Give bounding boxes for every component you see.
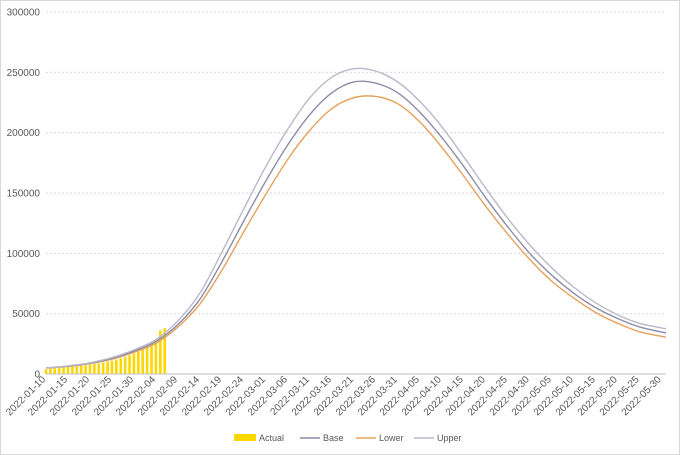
actual-bar: [44, 369, 48, 374]
series-lines: [45, 67, 667, 369]
actual-bar: [93, 363, 96, 374]
actual-bar: [137, 351, 140, 374]
actual-bar: [141, 349, 145, 374]
legend: Actual Base Lower Upper: [234, 433, 462, 443]
actual-bar: [119, 358, 123, 374]
y-tick-label: 50000: [12, 309, 40, 320]
actual-bar: [57, 367, 61, 374]
actual-bar: [79, 365, 83, 374]
actual-bar: [163, 328, 167, 374]
actual-bar: [62, 367, 65, 374]
actual-bar: [159, 330, 162, 374]
legend-label-base: Base: [323, 433, 344, 443]
actual-bar: [110, 360, 114, 374]
series-line-lower: [45, 95, 667, 369]
actual-bars: [44, 328, 167, 374]
actual-bar: [84, 365, 87, 374]
legend-label-lower: Lower: [379, 433, 404, 443]
actual-bar: [115, 359, 118, 374]
y-tick-label: 0: [34, 370, 40, 381]
actual-bar: [106, 361, 109, 374]
legend-swatch-actual: [234, 434, 256, 441]
actual-bar: [123, 356, 127, 374]
actual-bar: [145, 347, 149, 374]
actual-bar: [132, 353, 136, 374]
actual-bar: [88, 364, 92, 374]
series-line-upper: [45, 67, 667, 369]
y-tick-label: 200000: [7, 128, 41, 139]
actual-bar: [150, 343, 153, 374]
y-tick-label: 150000: [7, 189, 41, 200]
actual-bar: [97, 363, 101, 374]
actual-bar: [154, 339, 158, 374]
gridlines: [46, 11, 666, 315]
actual-bar: [66, 366, 70, 374]
y-tick-label: 250000: [7, 68, 41, 79]
actual-bar: [101, 362, 105, 374]
actual-bar: [53, 367, 57, 374]
actual-bar: [128, 355, 131, 374]
y-axis-ticks: 0 50000 100000 150000 200000 250000 300000: [7, 8, 41, 381]
actual-bar: [71, 366, 74, 374]
x-axis: 2022-01-102022-01-152022-01-202022-01-25…: [4, 373, 666, 418]
series-line-base: [45, 80, 667, 369]
legend-label-actual: Actual: [259, 433, 284, 443]
actual-bar: [75, 366, 79, 374]
y-tick-label: 100000: [7, 249, 41, 260]
actual-bar: [49, 368, 52, 374]
legend-label-upper: Upper: [437, 433, 462, 443]
y-tick-label: 300000: [7, 8, 41, 19]
